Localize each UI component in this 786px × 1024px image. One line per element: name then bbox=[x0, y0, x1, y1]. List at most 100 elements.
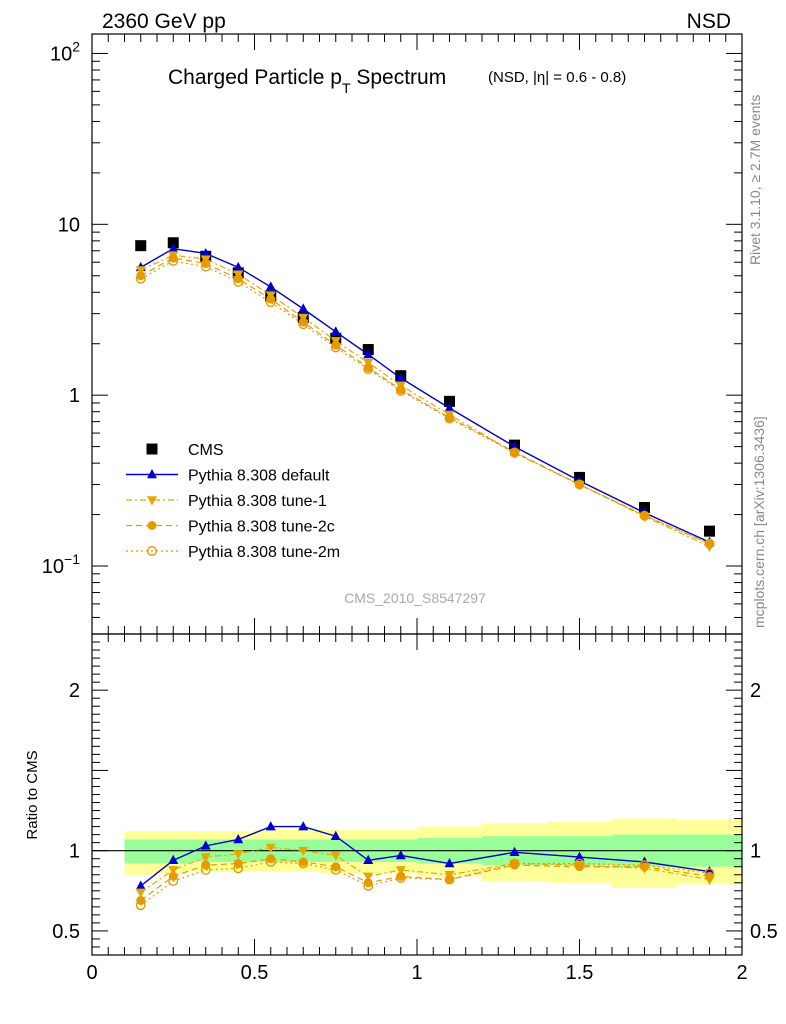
ratio-data-point bbox=[298, 858, 309, 869]
data-point bbox=[265, 297, 276, 308]
ratio-data-point bbox=[200, 864, 211, 875]
data-point bbox=[135, 240, 147, 252]
data-point bbox=[639, 510, 650, 521]
legend-label: Pythia 8.308 tune-2c bbox=[188, 519, 335, 536]
ratio-y-tick-label-left: 0.5 bbox=[52, 921, 80, 943]
legend-label: Pythia 8.308 tune-1 bbox=[188, 493, 327, 510]
data-point bbox=[298, 303, 309, 313]
ratio-data-point bbox=[363, 878, 373, 888]
data-point bbox=[509, 447, 520, 458]
y-tick-label: 102 bbox=[50, 38, 80, 65]
legend-marker bbox=[146, 443, 158, 455]
ratio-data-point bbox=[200, 840, 211, 850]
data-point bbox=[395, 385, 406, 396]
ratio-y-tick-label-right: 2 bbox=[750, 680, 761, 702]
ratio-y-tick-label-right: 0.5 bbox=[750, 921, 778, 943]
data-point bbox=[168, 253, 178, 263]
data-point bbox=[444, 402, 455, 412]
data-point bbox=[363, 364, 374, 375]
ratio-frame bbox=[91, 633, 743, 956]
main-plot-panel: 102 10 1 10−1 bbox=[42, 33, 743, 635]
ratio-y-tick-label-left: 1 bbox=[69, 841, 80, 863]
y-tick-label: 1 bbox=[69, 385, 80, 407]
ratio-data-point bbox=[444, 874, 455, 885]
ratio-plot-panel: 0.5 0.5 1 1 2 2 0 0.5 1 1.5 2 bbox=[52, 633, 778, 984]
ratio-data-point bbox=[705, 871, 714, 881]
data-point bbox=[704, 525, 715, 537]
x-tick-label: 0 bbox=[86, 962, 97, 984]
ratio-series-line bbox=[140, 825, 710, 887]
y-tick-label: 10 bbox=[58, 214, 80, 236]
ratio-data-point bbox=[363, 854, 374, 865]
ratio-data-point bbox=[265, 821, 276, 831]
ratio-data-point bbox=[444, 858, 455, 868]
ratio-data-point bbox=[135, 900, 146, 911]
data-point bbox=[444, 395, 455, 407]
main-title: Charged Particle pT Spectrum bbox=[168, 66, 446, 96]
legend-label: Pythia 8.308 tune-2m bbox=[188, 544, 340, 561]
main-subtitle: (NSD, |η| = 0.6 - 0.8) bbox=[488, 69, 626, 86]
ratio-data-point bbox=[168, 876, 179, 887]
ratio-series-line bbox=[140, 861, 710, 906]
ratio-data-point bbox=[298, 846, 309, 857]
data-point bbox=[168, 243, 179, 253]
data-point bbox=[331, 340, 341, 350]
data-point bbox=[330, 326, 341, 336]
x-tick-label: 2 bbox=[736, 962, 747, 984]
legend-marker bbox=[147, 521, 157, 530]
data-point bbox=[233, 276, 244, 287]
ratio-ylabel: Ratio to CMS bbox=[24, 750, 41, 839]
y-tick-label: 10−1 bbox=[42, 551, 80, 578]
ratio-data-point bbox=[574, 858, 585, 869]
ratio-data-point bbox=[330, 830, 341, 840]
mcplots-label: mcplots.cern.ch [arXiv:1306.3436] bbox=[751, 416, 767, 628]
legend: CMS Pythia 8.308 default Pythia 8.308 tune… bbox=[126, 442, 340, 561]
ratio-data-point bbox=[395, 849, 406, 860]
data-point bbox=[168, 256, 179, 266]
data-point bbox=[298, 317, 308, 327]
data-point bbox=[200, 247, 211, 258]
ratio-data-point bbox=[168, 866, 179, 876]
ratio-data-point bbox=[395, 866, 406, 876]
series-line bbox=[140, 247, 710, 543]
data-point bbox=[574, 479, 585, 490]
ratio-data-point bbox=[331, 862, 341, 872]
ratio-series-line bbox=[140, 846, 710, 893]
ratio-y-tick-label-left: 2 bbox=[69, 680, 80, 702]
energy-label: 2360 GeV pp bbox=[102, 10, 226, 33]
ratio-data-point bbox=[704, 868, 715, 879]
series-0 bbox=[135, 237, 715, 537]
series-4 bbox=[135, 256, 715, 549]
data-point bbox=[233, 274, 243, 284]
uncertainty-band-inner bbox=[124, 839, 157, 864]
ratio-data-point bbox=[445, 875, 454, 885]
legend-label: Pythia 8.308 default bbox=[188, 468, 330, 485]
data-point bbox=[575, 479, 584, 489]
ratio-data-point bbox=[233, 850, 244, 860]
ratio-data-point bbox=[265, 843, 276, 853]
data-point bbox=[135, 266, 146, 276]
data-point bbox=[135, 273, 146, 284]
data-point bbox=[265, 281, 276, 291]
ratio-data-point bbox=[298, 821, 309, 831]
ratio-data-point bbox=[265, 856, 276, 867]
x-tick-label: 1.5 bbox=[566, 962, 594, 984]
ratio-data-point bbox=[363, 872, 374, 882]
ratio-data-point bbox=[266, 854, 276, 864]
ratio-data-point bbox=[574, 851, 585, 861]
legend-label: CMS bbox=[188, 442, 224, 459]
data-point bbox=[509, 441, 520, 451]
ratio-data-point bbox=[395, 873, 406, 883]
data-point bbox=[201, 258, 211, 268]
data-point bbox=[298, 319, 309, 330]
ratio-data-point bbox=[135, 888, 146, 898]
data-point bbox=[233, 261, 244, 272]
ratio-data-point bbox=[200, 853, 211, 863]
ratio-series-3 bbox=[135, 856, 715, 911]
data-point bbox=[444, 413, 455, 424]
ratio-y-tick-label-right: 1 bbox=[750, 841, 761, 863]
data-point bbox=[363, 348, 374, 359]
data-point bbox=[395, 372, 406, 382]
ratio-data-point bbox=[330, 851, 341, 861]
ratio-data-point bbox=[363, 881, 374, 891]
